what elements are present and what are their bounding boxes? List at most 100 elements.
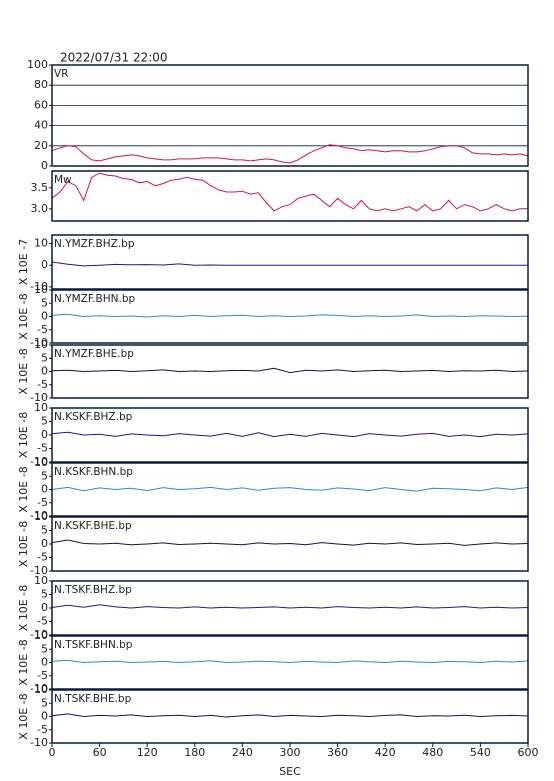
y-axis-label: X 10E -8 <box>17 293 30 339</box>
panel-frame <box>51 170 529 222</box>
y-tick-label: -10 <box>30 509 48 522</box>
y-tick-label: 5 <box>41 524 48 537</box>
y-tick-label: -10 <box>30 336 48 349</box>
y-tick-label: 10 <box>34 401 48 414</box>
y-axis-label: X 10E -8 <box>17 466 30 512</box>
y-tick-label: 10 <box>34 629 48 642</box>
y-tick-label: 0 <box>41 310 48 323</box>
x-tick-label: 240 <box>232 746 253 759</box>
y-tick-label: 80 <box>34 78 48 91</box>
y-tick-label: 10 <box>34 338 48 351</box>
series-label: N.YMZF.BHE.bp <box>54 348 134 360</box>
y-tick-label: 0 <box>41 365 48 378</box>
y-tick-label: 10 <box>34 456 48 469</box>
x-tick-label: 600 <box>518 746 539 759</box>
series-line <box>51 144 529 164</box>
panel-frame <box>51 289 529 344</box>
series-line <box>51 261 528 267</box>
y-tick-label: 0 <box>41 428 48 441</box>
x-tick-label: 60 <box>93 746 107 759</box>
panel-frame <box>51 234 529 290</box>
y-tick-label: -10 <box>30 280 48 293</box>
y-tick-label: 5 <box>41 351 48 364</box>
y-tick-label: 5 <box>41 696 48 709</box>
y-tick-label: -10 <box>30 391 48 404</box>
series-line <box>51 172 528 212</box>
y-tick-label: -10 <box>30 455 48 468</box>
x-tick-label: 480 <box>422 746 443 759</box>
y-tick-label: 0 <box>41 656 48 669</box>
series-label: N.TSKF.BHZ.bp <box>54 584 132 596</box>
y-tick-label: 20 <box>34 139 48 152</box>
y-tick-label: -5 <box>37 378 48 391</box>
series-label: N.YMZF.BHN.bp <box>54 293 136 305</box>
y-tick-label: 100 <box>27 58 48 71</box>
panel-frame <box>51 635 529 690</box>
y-tick-label: 0 <box>41 483 48 496</box>
y-axis-label: X 10E -8 <box>17 521 30 567</box>
series-line <box>51 539 529 546</box>
y-tick-label: -5 <box>37 323 48 336</box>
series-line <box>51 313 529 318</box>
series-label: Mw <box>54 174 72 186</box>
chart-title: 2022/07/31 22:00 <box>60 51 168 65</box>
series-label: VR <box>54 68 68 80</box>
y-tick-label: 40 <box>34 119 48 132</box>
series-line <box>51 486 529 492</box>
y-tick-label: -5 <box>37 496 48 509</box>
y-tick-label: 10 <box>34 683 48 696</box>
series-label: N.KSKF.BHZ.bp <box>54 411 133 423</box>
y-tick-label: 60 <box>34 98 48 111</box>
series-line <box>51 713 529 718</box>
y-tick-label: 10 <box>34 574 48 587</box>
y-tick-label: -5 <box>37 669 48 682</box>
y-tick-label: 5 <box>41 469 48 482</box>
panel-frame <box>51 344 529 399</box>
x-axis-label: SEC <box>279 765 301 778</box>
series-label: N.KSKF.BHE.bp <box>54 520 132 532</box>
y-tick-label: 5 <box>41 415 48 428</box>
y-tick-label: 5 <box>41 642 48 655</box>
x-tick-label: 0 <box>49 746 56 759</box>
x-tick-label: 180 <box>184 746 205 759</box>
panel-frame <box>51 462 529 517</box>
series-label: N.KSKF.BHN.bp <box>54 466 133 478</box>
panel-frame <box>51 516 529 572</box>
y-tick-label: 10 <box>34 237 48 250</box>
y-tick-label: 0 <box>41 601 48 614</box>
y-tick-label: 0 <box>41 710 48 723</box>
series-label: N.YMZF.BHZ.bp <box>54 238 135 250</box>
series-line <box>51 367 529 374</box>
y-tick-label: -10 <box>30 564 48 577</box>
series-line <box>51 659 529 664</box>
y-axis-label: X 10E -7 <box>17 239 30 285</box>
y-axis-label: X 10E -8 <box>17 693 30 739</box>
panel-frame <box>51 580 529 636</box>
y-tick-label: -10 <box>30 736 48 749</box>
y-tick-label: 5 <box>41 296 48 309</box>
x-tick-label: 540 <box>470 746 491 759</box>
x-tick-label: 300 <box>280 746 301 759</box>
series-line <box>51 431 529 438</box>
series-label: N.TSKF.BHN.bp <box>54 639 133 651</box>
y-tick-label: -10 <box>30 682 48 695</box>
y-tick-label: 10 <box>34 510 48 523</box>
panel-frame <box>51 407 529 463</box>
y-tick-label: 5 <box>41 588 48 601</box>
x-tick-label: 360 <box>327 746 348 759</box>
series-line <box>51 604 529 609</box>
y-tick-label: -5 <box>37 723 48 736</box>
panel-frame <box>51 64 529 167</box>
y-tick-label: 0 <box>41 159 48 172</box>
y-tick-label: -5 <box>37 615 48 628</box>
y-tick-label: 10 <box>34 283 48 296</box>
y-axis-label: X 10E -8 <box>17 585 30 631</box>
y-tick-label: 0 <box>41 537 48 550</box>
y-tick-label: -5 <box>37 442 48 455</box>
y-tick-label: 3.5 <box>31 181 49 194</box>
y-tick-label: 0 <box>41 258 48 271</box>
x-tick-label: 120 <box>137 746 158 759</box>
y-axis-label: X 10E -8 <box>17 348 30 394</box>
y-axis-label: X 10E -8 <box>17 639 30 685</box>
